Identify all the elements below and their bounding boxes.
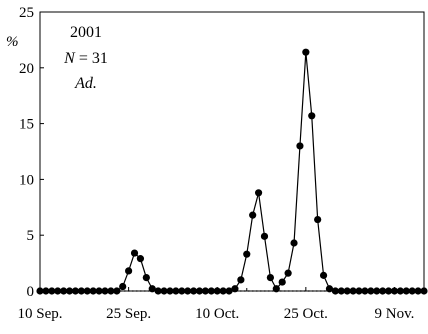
data-point bbox=[54, 287, 62, 295]
data-point bbox=[390, 287, 399, 295]
data-point bbox=[101, 287, 109, 295]
y-tick-label: 0 bbox=[27, 284, 35, 300]
data-point bbox=[113, 287, 121, 295]
data-point bbox=[89, 287, 97, 295]
data-point bbox=[379, 287, 387, 295]
x-axis-ticks: 10 Sep. 25 Sep. 10 Oct. 25 Oct. 9 Nov. bbox=[18, 287, 425, 322]
data-point bbox=[355, 287, 363, 295]
data-point bbox=[83, 287, 91, 295]
data-point bbox=[201, 287, 210, 295]
data-point bbox=[71, 287, 80, 295]
data-series bbox=[36, 48, 428, 295]
data-point bbox=[178, 287, 186, 295]
data-point bbox=[414, 287, 422, 295]
y-tick-label: 20 bbox=[19, 61, 34, 77]
data-point bbox=[254, 189, 263, 197]
x-tick-label: 10 Sep. bbox=[18, 306, 63, 322]
data-point bbox=[325, 285, 334, 293]
annotation-n: N = 31 bbox=[63, 50, 108, 67]
data-point bbox=[119, 282, 127, 291]
data-point bbox=[408, 287, 416, 295]
data-point bbox=[154, 287, 162, 295]
data-point bbox=[36, 287, 44, 295]
x-tick-label: 9 Nov. bbox=[375, 306, 415, 322]
data-point bbox=[266, 274, 274, 282]
data-point bbox=[349, 287, 357, 295]
data-point bbox=[384, 287, 393, 295]
data-point bbox=[319, 271, 328, 279]
data-point bbox=[65, 287, 74, 295]
data-point bbox=[337, 287, 345, 295]
data-point bbox=[125, 267, 133, 275]
data-point bbox=[284, 269, 292, 277]
data-point bbox=[190, 287, 198, 295]
data-point bbox=[278, 278, 286, 286]
y-tick-label: 15 bbox=[19, 117, 34, 133]
y-axis-ticks: 0 5 10 15 20 25 bbox=[19, 5, 44, 300]
data-point bbox=[207, 287, 215, 295]
data-point bbox=[237, 276, 245, 284]
x-tick-label: 10 Oct. bbox=[195, 306, 239, 322]
data-point bbox=[260, 232, 269, 240]
y-axis-label: % bbox=[6, 34, 19, 50]
data-point bbox=[166, 287, 174, 295]
data-point bbox=[249, 211, 257, 219]
data-point bbox=[231, 285, 239, 293]
data-point bbox=[160, 287, 168, 295]
data-point bbox=[396, 287, 404, 295]
y-tick-label: 25 bbox=[19, 5, 34, 21]
data-point bbox=[77, 287, 85, 295]
data-point bbox=[420, 287, 428, 295]
series-line bbox=[116, 52, 336, 292]
data-point bbox=[130, 249, 139, 257]
data-point bbox=[402, 287, 410, 295]
annotation-stage: Ad. bbox=[74, 75, 97, 92]
data-point bbox=[308, 112, 316, 120]
annotation-year: 2001 bbox=[70, 24, 102, 41]
data-point bbox=[367, 287, 375, 295]
data-point bbox=[361, 287, 369, 295]
data-point bbox=[272, 285, 280, 293]
data-point bbox=[343, 287, 351, 295]
data-point bbox=[172, 287, 180, 295]
y-tick-label: 10 bbox=[19, 172, 34, 188]
data-point bbox=[213, 287, 221, 295]
data-point bbox=[48, 287, 56, 295]
data-point bbox=[219, 287, 227, 295]
data-point bbox=[195, 287, 204, 295]
data-point bbox=[136, 255, 145, 263]
y-tick-label: 5 bbox=[27, 228, 35, 244]
x-tick-label: 25 Sep. bbox=[106, 306, 151, 322]
data-point bbox=[148, 285, 156, 293]
x-tick-label: 25 Oct. bbox=[284, 306, 328, 322]
data-point bbox=[296, 142, 304, 150]
data-point bbox=[95, 287, 103, 295]
data-point bbox=[225, 287, 233, 295]
data-point bbox=[184, 287, 192, 295]
data-point bbox=[142, 274, 150, 282]
data-point bbox=[302, 48, 310, 56]
data-point bbox=[373, 287, 381, 295]
data-point bbox=[107, 287, 115, 295]
data-point bbox=[243, 250, 251, 258]
data-point bbox=[331, 287, 339, 295]
data-point bbox=[60, 287, 68, 295]
data-point bbox=[314, 215, 322, 224]
data-point bbox=[290, 239, 298, 247]
data-point bbox=[42, 287, 50, 295]
